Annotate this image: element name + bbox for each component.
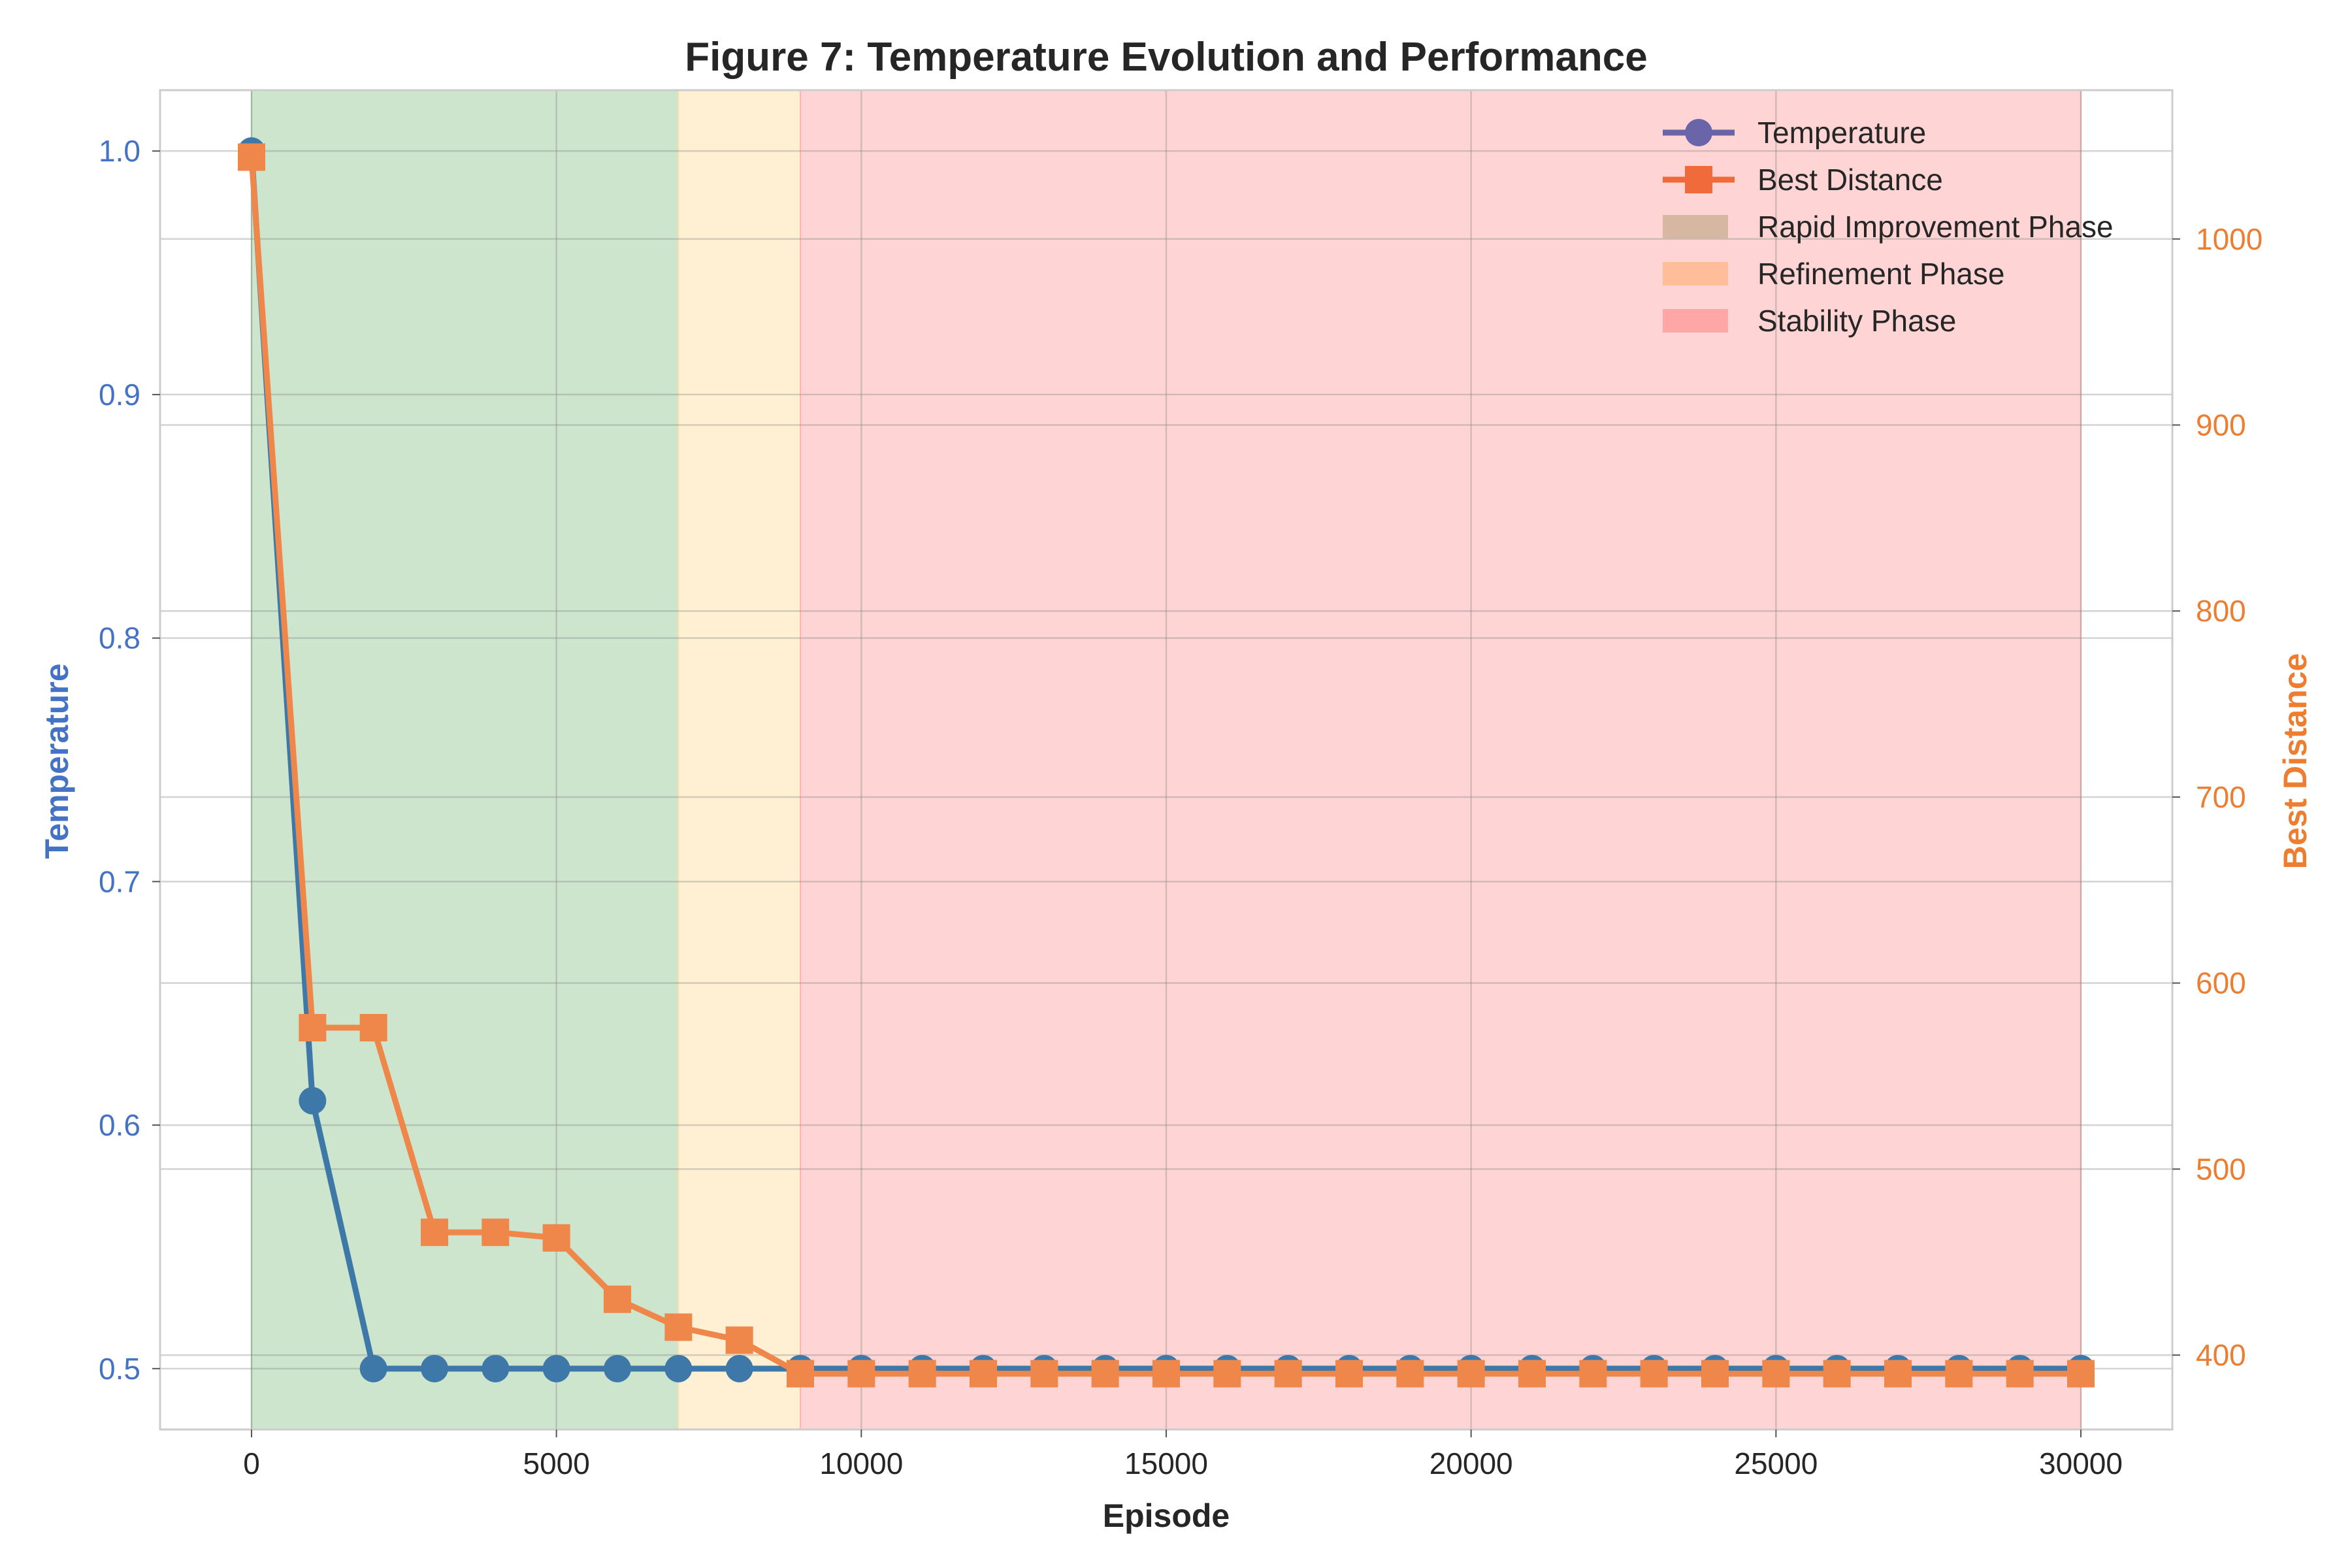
x-tick-label: 10000 [819, 1446, 903, 1480]
best-distance-point [542, 1224, 570, 1252]
y-right-tick-label: 700 [2196, 780, 2246, 814]
best-distance-point [725, 1326, 753, 1354]
best-distance-point [604, 1285, 631, 1313]
legend-best-distance-label: Best Distance [1757, 163, 1943, 197]
y-axis-left-title: Temperature [39, 663, 75, 858]
legend-best-distance-marker-icon [1685, 166, 1712, 193]
best-distance-point [1213, 1360, 1241, 1388]
best-distance-point [299, 1014, 327, 1041]
chart-title: Figure 7: Temperature Evolution and Perf… [685, 35, 1647, 80]
best-distance-point [238, 143, 265, 171]
temperature-point [664, 1354, 693, 1382]
best-distance-point [421, 1218, 448, 1247]
x-tick-label: 20000 [1429, 1446, 1513, 1480]
y-right-tick-label: 800 [2196, 594, 2246, 628]
best-distance-point [1457, 1360, 1485, 1388]
best-distance-point [1640, 1360, 1668, 1388]
best-distance-point [1396, 1360, 1424, 1388]
x-axis-title: Episode [1103, 1497, 1230, 1534]
best-distance-point [1823, 1360, 1851, 1388]
best-distance-point [664, 1313, 693, 1341]
best-distance-point [1030, 1360, 1058, 1388]
best-distance-point [1579, 1360, 1607, 1388]
y-axis-right-title: Best Distance [2277, 653, 2313, 870]
legend-temperature-marker-icon [1685, 119, 1712, 146]
y-right-tick-label: 1000 [2196, 222, 2262, 256]
best-distance-point [1884, 1360, 1912, 1388]
y-left-tick-label: 0.6 [99, 1108, 140, 1142]
best-distance-point [1945, 1360, 1973, 1388]
best-distance-point [2067, 1360, 2095, 1388]
best-distance-point [847, 1360, 875, 1388]
y-right-tick-label: 600 [2196, 966, 2246, 1000]
temperature-point [359, 1354, 387, 1382]
best-distance-point [787, 1360, 814, 1388]
best-distance-point [1335, 1360, 1363, 1388]
x-tick-label: 5000 [523, 1446, 589, 1480]
best-distance-point [1091, 1360, 1119, 1388]
y-right-tick-label: 900 [2196, 408, 2246, 442]
series [238, 137, 2095, 1388]
temperature-point [299, 1086, 327, 1115]
y-left-tick-label: 0.9 [99, 378, 140, 412]
y-right-tick-label: 500 [2196, 1152, 2246, 1186]
axes: 0 5000 10000 15000 20000 25000 30000 0.5 0.6 0.7 0… [99, 134, 2262, 1480]
temperature-point [725, 1354, 753, 1382]
legend-temperature-label: Temperature [1757, 116, 1926, 150]
y-left-tick-label: 0.5 [99, 1352, 140, 1386]
best-distance-point [908, 1360, 936, 1388]
y-left-tick-label: 0.8 [99, 621, 140, 655]
y-left-tick-label: 1.0 [99, 134, 140, 168]
best-distance-point [482, 1218, 510, 1247]
best-distance-point [2006, 1360, 2034, 1388]
phase-band-1 [251, 90, 679, 1430]
x-tick-label: 0 [243, 1446, 260, 1480]
best-distance-point [359, 1014, 387, 1041]
x-tick-label: 15000 [1124, 1446, 1208, 1480]
legend-phase-label-1: Rapid Improvement Phase [1757, 210, 2114, 244]
legend-phase-swatch-2 [1663, 262, 1728, 286]
best-distance-point [970, 1360, 997, 1388]
y-right-tick-label: 400 [2196, 1338, 2246, 1372]
y-left-tick-label: 0.7 [99, 864, 140, 898]
phase-band-2 [678, 90, 802, 1430]
legend-phase-swatch-3 [1663, 309, 1728, 333]
temperature-point [482, 1354, 510, 1382]
phase-band-3 [800, 90, 2082, 1430]
temperature-point [604, 1354, 631, 1382]
best-distance-point [1701, 1360, 1729, 1388]
legend: Temperature Best Distance Rapid Improvemen… [1663, 116, 2114, 338]
legend-phase-swatch-1 [1663, 215, 1728, 238]
best-distance-point [1152, 1360, 1180, 1388]
best-distance-point [1518, 1360, 1546, 1388]
legend-phase-label-2: Refinement Phase [1757, 257, 2004, 291]
best-distance-point [1762, 1360, 1790, 1388]
phase-bands [251, 90, 2082, 1430]
best-distance-point [1274, 1360, 1302, 1388]
temperature-point [421, 1354, 448, 1382]
legend-phase-label-3: Stability Phase [1757, 304, 1956, 338]
x-tick-label: 25000 [1734, 1446, 1818, 1480]
grid [160, 90, 2172, 1429]
temperature-point [542, 1354, 570, 1382]
x-tick-label: 30000 [2039, 1446, 2123, 1480]
